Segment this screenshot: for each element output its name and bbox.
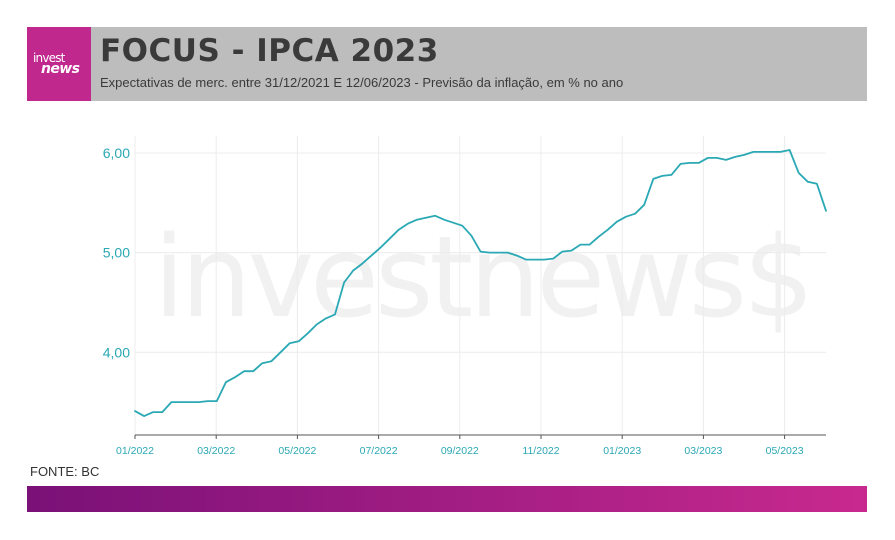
y-tick-label: 6,00 xyxy=(103,145,130,161)
logo-text-bottom: news xyxy=(41,61,80,77)
chart-title: FOCUS - IPCA 2023 xyxy=(100,33,439,69)
x-tick-label: 01/2022 xyxy=(116,445,154,457)
x-tick-label: 07/2022 xyxy=(360,445,398,457)
ipca-2023-series-line xyxy=(134,149,827,418)
header-banner: invest news FOCUS - IPCA 2023 Expectativ… xyxy=(27,27,867,101)
investnews-logo: invest news xyxy=(27,27,91,101)
y-tick-label: 5,00 xyxy=(103,245,130,261)
x-tick-label: 09/2022 xyxy=(441,445,479,457)
y-tick-label: 4,00 xyxy=(103,344,130,360)
watermark-text: investnews$ xyxy=(154,213,811,343)
x-tick-label: 03/2023 xyxy=(684,445,722,457)
x-tick-label: 05/2022 xyxy=(278,445,316,457)
chart-subtitle: Expectativas de merc. entre 31/12/2021 E… xyxy=(100,75,624,90)
x-tick-label: 05/2023 xyxy=(766,445,804,457)
x-tick-label: 03/2022 xyxy=(197,445,235,457)
source-note: FONTE: BC xyxy=(30,464,100,479)
x-tick-label: 11/2022 xyxy=(522,445,559,457)
footer-gradient-bar xyxy=(27,486,867,512)
series-layer xyxy=(134,149,827,418)
logo-text-top: invest xyxy=(33,51,65,65)
x-tick-label: 01/2023 xyxy=(603,445,641,457)
axis-layer: 01/2022 03/2022 05/2022 07/2022 09/2022 11/20… xyxy=(103,145,826,457)
grid-layer xyxy=(134,136,826,435)
